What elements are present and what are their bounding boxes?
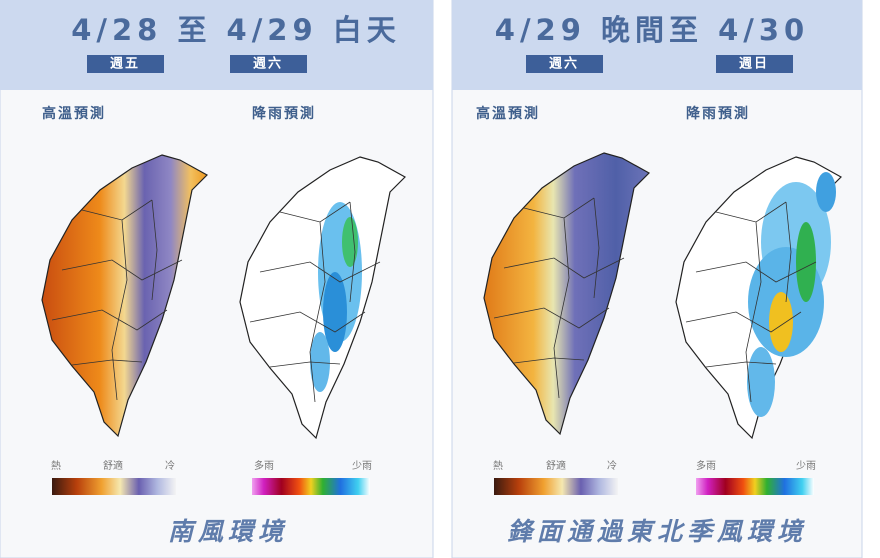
panel-title: 4/29 晚間至 4/30: [495, 13, 809, 47]
legend-label: 少雨: [352, 460, 372, 472]
panel: 4/29 晚間至 4/30 週六 週日 高溫預測 降雨預測 熱 舒適 冷 多雨 …: [451, 0, 863, 558]
colorbar: [252, 478, 370, 495]
panel-footer: 鋒面通過東北季風環境: [507, 517, 807, 546]
map-label: 降雨預測: [252, 105, 316, 122]
legend-label: 舒適: [103, 459, 123, 472]
legend-label: 熱: [493, 459, 503, 472]
legend-label: 舒適: [546, 459, 566, 472]
day-tag: [526, 55, 603, 73]
legend-label: 少雨: [796, 460, 816, 472]
panel-header: [0, 0, 433, 90]
colorbar: [52, 478, 176, 495]
legend-label: 冷: [607, 459, 617, 472]
colorbar: [494, 478, 618, 495]
map-label: 高溫預測: [476, 105, 540, 122]
map-label: 降雨預測: [686, 105, 750, 122]
legend-label: 多雨: [254, 459, 274, 472]
day-tag: [230, 55, 307, 73]
day-tag-text: 週六: [549, 56, 579, 72]
panel-footer: 南風環境: [168, 517, 288, 546]
day-tag: [87, 55, 164, 73]
day-tag-text: 週六: [253, 56, 283, 72]
day-tag-text: 週日: [739, 57, 769, 72]
day-tag: [716, 55, 793, 73]
legend-label: 熱: [51, 459, 61, 472]
legend-label: 多雨: [696, 459, 716, 472]
map-label: 高溫預測: [42, 105, 106, 122]
colorbar: [696, 478, 814, 495]
panel-header: [452, 0, 862, 90]
legend-label: 冷: [165, 459, 175, 472]
day-tag-text: 週五: [110, 57, 140, 72]
panel-title: 4/28 至 4/29 白天: [71, 13, 401, 47]
panel: 4/28 至 4/29 白天 週五 週六 高溫預測 降雨預測 熱 舒適 冷 多雨…: [0, 0, 434, 558]
